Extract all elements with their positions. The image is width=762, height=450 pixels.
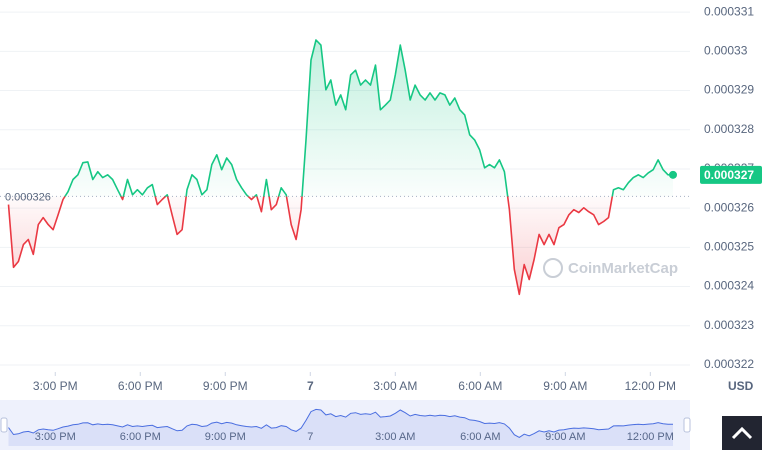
navigator-tick-label: 12:00 PM [627,431,674,443]
x-tick-label: 3:00 AM [373,379,417,393]
y-tick-label: 0.000326 [704,200,754,214]
y-tick-label: 0.00033 [704,44,748,58]
navigator-handle-right[interactable] [683,417,691,433]
navigator-area [8,409,673,446]
watermark-logo [543,258,563,278]
navigator-tick-label: 7 [307,431,313,443]
price-line [7,39,673,296]
baseline-label: 0.000326 [5,191,51,203]
y-tick-label: 0.000324 [704,279,754,293]
watermark-text: CoinMarketCap [568,260,678,277]
y-tick-label: 0.000328 [704,122,754,136]
scroll-top-box[interactable] [722,416,762,450]
navigator-tick-label: 6:00 AM [460,431,500,443]
last-point [668,170,677,179]
x-tick-label: 6:00 PM [118,379,163,393]
scroll-top-icon[interactable] [731,426,753,440]
price-area [8,40,673,295]
navigator-tick-label: 3:00 AM [375,431,415,443]
x-tick-label: 7 [307,379,314,393]
navigator-tick-label: 6:00 PM [120,431,161,443]
y-tick-label: 0.000322 [704,357,754,371]
navigator-tick-label: 3:00 PM [35,431,76,443]
navigator-tick-label: 9:00 PM [205,431,246,443]
y-tick-label: 0.000325 [704,240,754,254]
watermark: CoinMarketCap [543,258,678,278]
scroll-top-button[interactable] [722,416,762,450]
x-tick-label: 6:00 AM [458,379,502,393]
y-tick-label: 0.000329 [704,83,754,97]
navigator-tick-label: 9:00 AM [545,431,585,443]
x-tick-label: 3:00 PM [33,379,78,393]
navigator-line [8,408,673,438]
x-tick-label: 9:00 PM [203,379,248,393]
y-tick-label: 0.000323 [704,318,754,332]
x-tick-label: 9:00 AM [543,379,587,393]
y-tick-label: 0.000331 [704,4,754,18]
price-tag-label: 0.000327 [704,168,754,182]
x-tick-label: 12:00 PM [625,379,676,393]
navigator-handle-left[interactable] [0,417,8,433]
y-axis-label: USD [728,379,754,393]
price-tag [700,165,762,184]
